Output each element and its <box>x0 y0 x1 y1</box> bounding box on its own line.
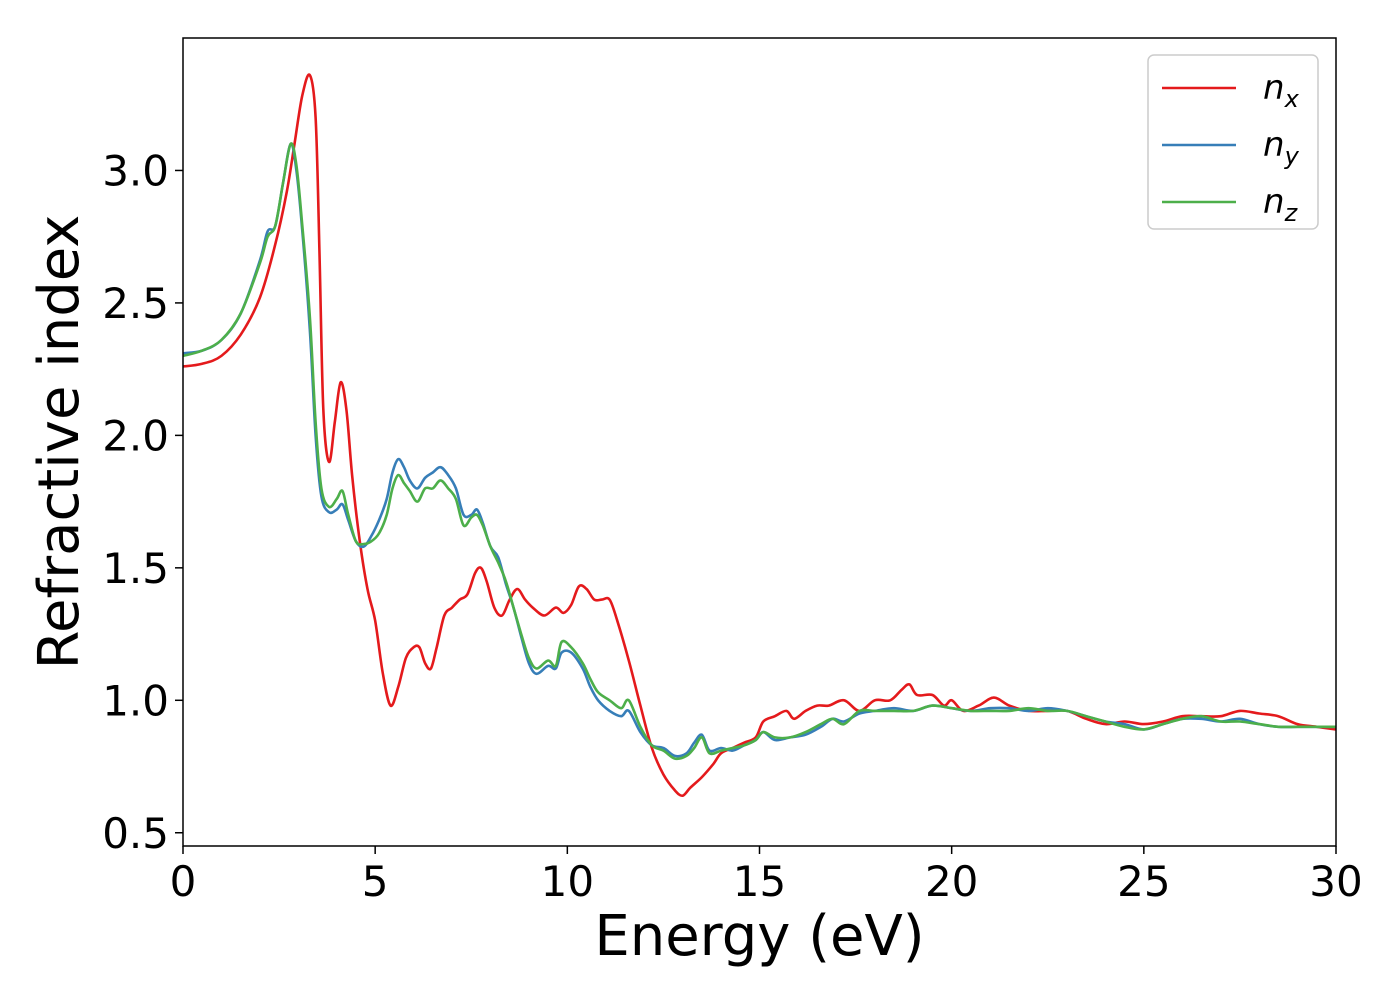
x-tick-label: 20 <box>925 857 978 906</box>
y-tick-label: 1.0 <box>102 676 169 725</box>
x-tick-label: 30 <box>1309 857 1362 906</box>
y-axis-ticks: 0.5 1.0 1.5 2.0 2.5 3.0 <box>102 146 183 858</box>
x-tick-label: 5 <box>362 857 389 906</box>
series-line-ny <box>183 142 1336 758</box>
legend-label-nz: nz <box>1263 182 1299 227</box>
legend: nx ny nz <box>1147 54 1319 230</box>
y-tick-label: 3.0 <box>102 146 169 195</box>
series-line-nx <box>183 73 1336 798</box>
y-tick-label: 1.5 <box>102 544 169 593</box>
series-line-nz <box>183 142 1336 761</box>
legend-label-ny: ny <box>1263 125 1300 170</box>
y-axis-title: Refractive index <box>27 215 92 670</box>
x-tick-label: 25 <box>1117 857 1170 906</box>
x-tick-label: 0 <box>170 857 197 906</box>
y-tick-label: 2.5 <box>102 279 169 328</box>
x-tick-label: 10 <box>541 857 594 906</box>
y-tick-label: 0.5 <box>102 809 169 858</box>
legend-box <box>1147 54 1319 230</box>
legend-label-nx: nx <box>1263 68 1300 113</box>
x-tick-label: 15 <box>733 857 786 906</box>
x-axis-ticks: 0 5 10 15 20 25 30 <box>170 846 1363 906</box>
series-layer <box>183 73 1336 798</box>
x-axis-title: Energy (eV) <box>594 904 924 969</box>
y-tick-label: 2.0 <box>102 411 169 460</box>
